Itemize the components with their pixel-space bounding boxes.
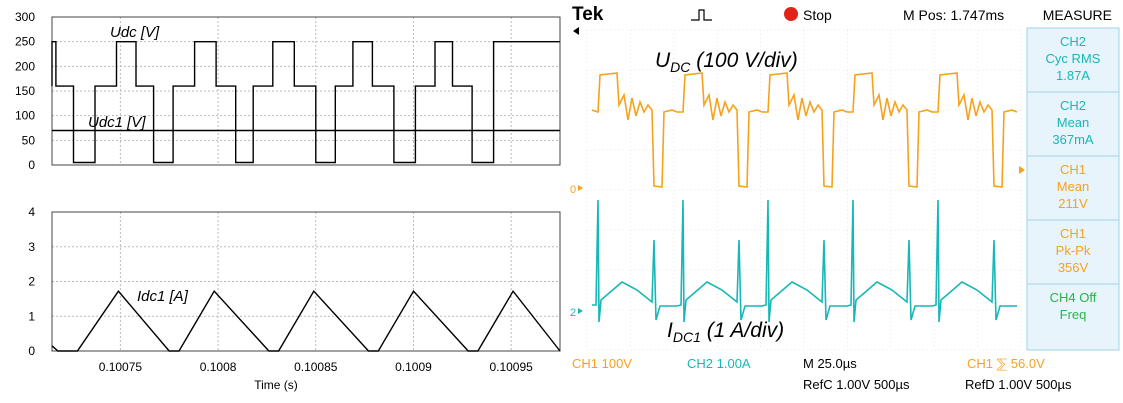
simulation-plots: 300 250 200 150 100 50 0 4 3 2 1 0 0.10075 0.1008 0.… xyxy=(0,0,565,398)
x-tick-label: 0.10085 xyxy=(294,360,338,374)
measure-slot[interactable] xyxy=(1026,155,1120,221)
lower-series-line-0 xyxy=(51,289,561,352)
trigger-level-arrow-icon xyxy=(1019,166,1025,174)
oscilloscope-display: Tek Stop M Pos: 1.747ms MEASURE 0 2 UDC … xyxy=(567,0,1123,398)
upper-series-line-0 xyxy=(51,41,560,164)
x-tick-label: 0.10095 xyxy=(489,360,533,374)
upper-y-tick-label: 0 xyxy=(28,158,35,172)
lower-y-tick-label: 2 xyxy=(28,275,35,289)
upper-y-tick-label: 50 xyxy=(22,133,36,147)
upper-y-tick-label: 150 xyxy=(15,84,35,98)
upper-y-tick-label: 250 xyxy=(15,35,35,49)
timebase: M 25.0µs xyxy=(803,356,857,371)
upper-y-tick-label: 200 xyxy=(15,59,35,73)
x-tick-label: 0.1008 xyxy=(200,360,237,374)
measure-slot-text: CH2 xyxy=(1060,34,1086,49)
ch1-ground-marker: 0 xyxy=(570,184,576,196)
brand-logo: Tek xyxy=(572,4,604,25)
measure-slot-text: 211V xyxy=(1058,196,1088,211)
x-tick-label: 0.10075 xyxy=(99,360,143,374)
measure-slot[interactable] xyxy=(1026,91,1120,157)
measure-menu: CH2 Cyc RMS 1.87A CH2 Mean 367mA CH1 Mean 211V CH… xyxy=(1026,27,1120,351)
ref-d-setting: RefD 1.00V 500µs xyxy=(965,377,1072,392)
lower-y-tick-label: 0 xyxy=(28,344,35,358)
ref-c-setting: RefC 1.00V 500µs xyxy=(803,377,910,392)
measure-slot[interactable] xyxy=(1026,27,1120,93)
x-axis-label: Time (s) xyxy=(254,378,298,392)
ch2-idc1-trace xyxy=(592,199,1017,323)
ch2-ground-arrow-icon xyxy=(578,308,583,314)
ch1-udc-trace xyxy=(591,72,1018,188)
udc-trace-annotation: UDC (100 V/div) xyxy=(655,49,798,75)
series-label-udc1: Udc1 [V] xyxy=(88,114,146,131)
measure-slot-text: Mean xyxy=(1057,179,1090,194)
trigger-icon xyxy=(691,9,712,21)
lower-plot-frame xyxy=(51,211,561,352)
measure-slot-text: 1.87A xyxy=(1056,68,1090,83)
oscilloscope-screenshot: Tek Stop M Pos: 1.747ms MEASURE 0 2 UDC … xyxy=(567,0,1123,398)
idc1-trace-annotation: IDC1 (1 A/div) xyxy=(667,319,784,345)
upper-plot-frame xyxy=(51,16,561,166)
lower-y-tick-label: 4 xyxy=(28,205,35,219)
series-label-idc1: Idc1 [A] xyxy=(137,288,189,305)
measure-slot[interactable] xyxy=(1026,219,1120,285)
measure-slot-text: Pk-Pk xyxy=(1056,243,1091,258)
trigger-position-arrow-icon xyxy=(573,27,579,35)
measure-slot-text: CH4 Off xyxy=(1050,290,1097,305)
ch2-ground-marker: 2 xyxy=(570,307,576,319)
ch1-ground-arrow-icon xyxy=(578,185,583,191)
series-label-udc: Udc [V] xyxy=(110,24,160,41)
run-status: Stop xyxy=(803,7,832,23)
simulation-chart: 300 250 200 150 100 50 0 4 3 2 1 0 0.10075 0.1008 0.… xyxy=(15,10,561,392)
measure-slot-text: Cyc RMS xyxy=(1046,51,1101,66)
trigger-setting: CH1 ⅀ 56.0V xyxy=(967,356,1045,371)
upper-y-tick-label: 300 xyxy=(15,10,35,24)
measure-slot-text: 356V xyxy=(1058,260,1089,275)
x-tick-label: 0.1009 xyxy=(395,360,432,374)
measure-title: MEASURE xyxy=(1043,7,1112,23)
lower-y-tick-label: 1 xyxy=(28,309,35,323)
ch2-scale: CH2 1.00A xyxy=(687,356,751,371)
measure-slot-text: Mean xyxy=(1057,115,1090,130)
stop-icon xyxy=(784,7,798,21)
measure-slot-text: CH1 xyxy=(1060,162,1086,177)
measure-slot-text: CH2 xyxy=(1060,98,1086,113)
lower-y-tick-label: 3 xyxy=(28,240,35,254)
measure-slot-text: Freq xyxy=(1060,307,1087,322)
measure-slot-text: 367mA xyxy=(1052,132,1094,147)
measure-slot-text: CH1 xyxy=(1060,226,1086,241)
measure-slot[interactable] xyxy=(1026,283,1120,351)
ch1-scale: CH1 100V xyxy=(572,356,632,371)
upper-y-tick-label: 100 xyxy=(15,109,35,123)
m-position: M Pos: 1.747ms xyxy=(903,7,1004,23)
